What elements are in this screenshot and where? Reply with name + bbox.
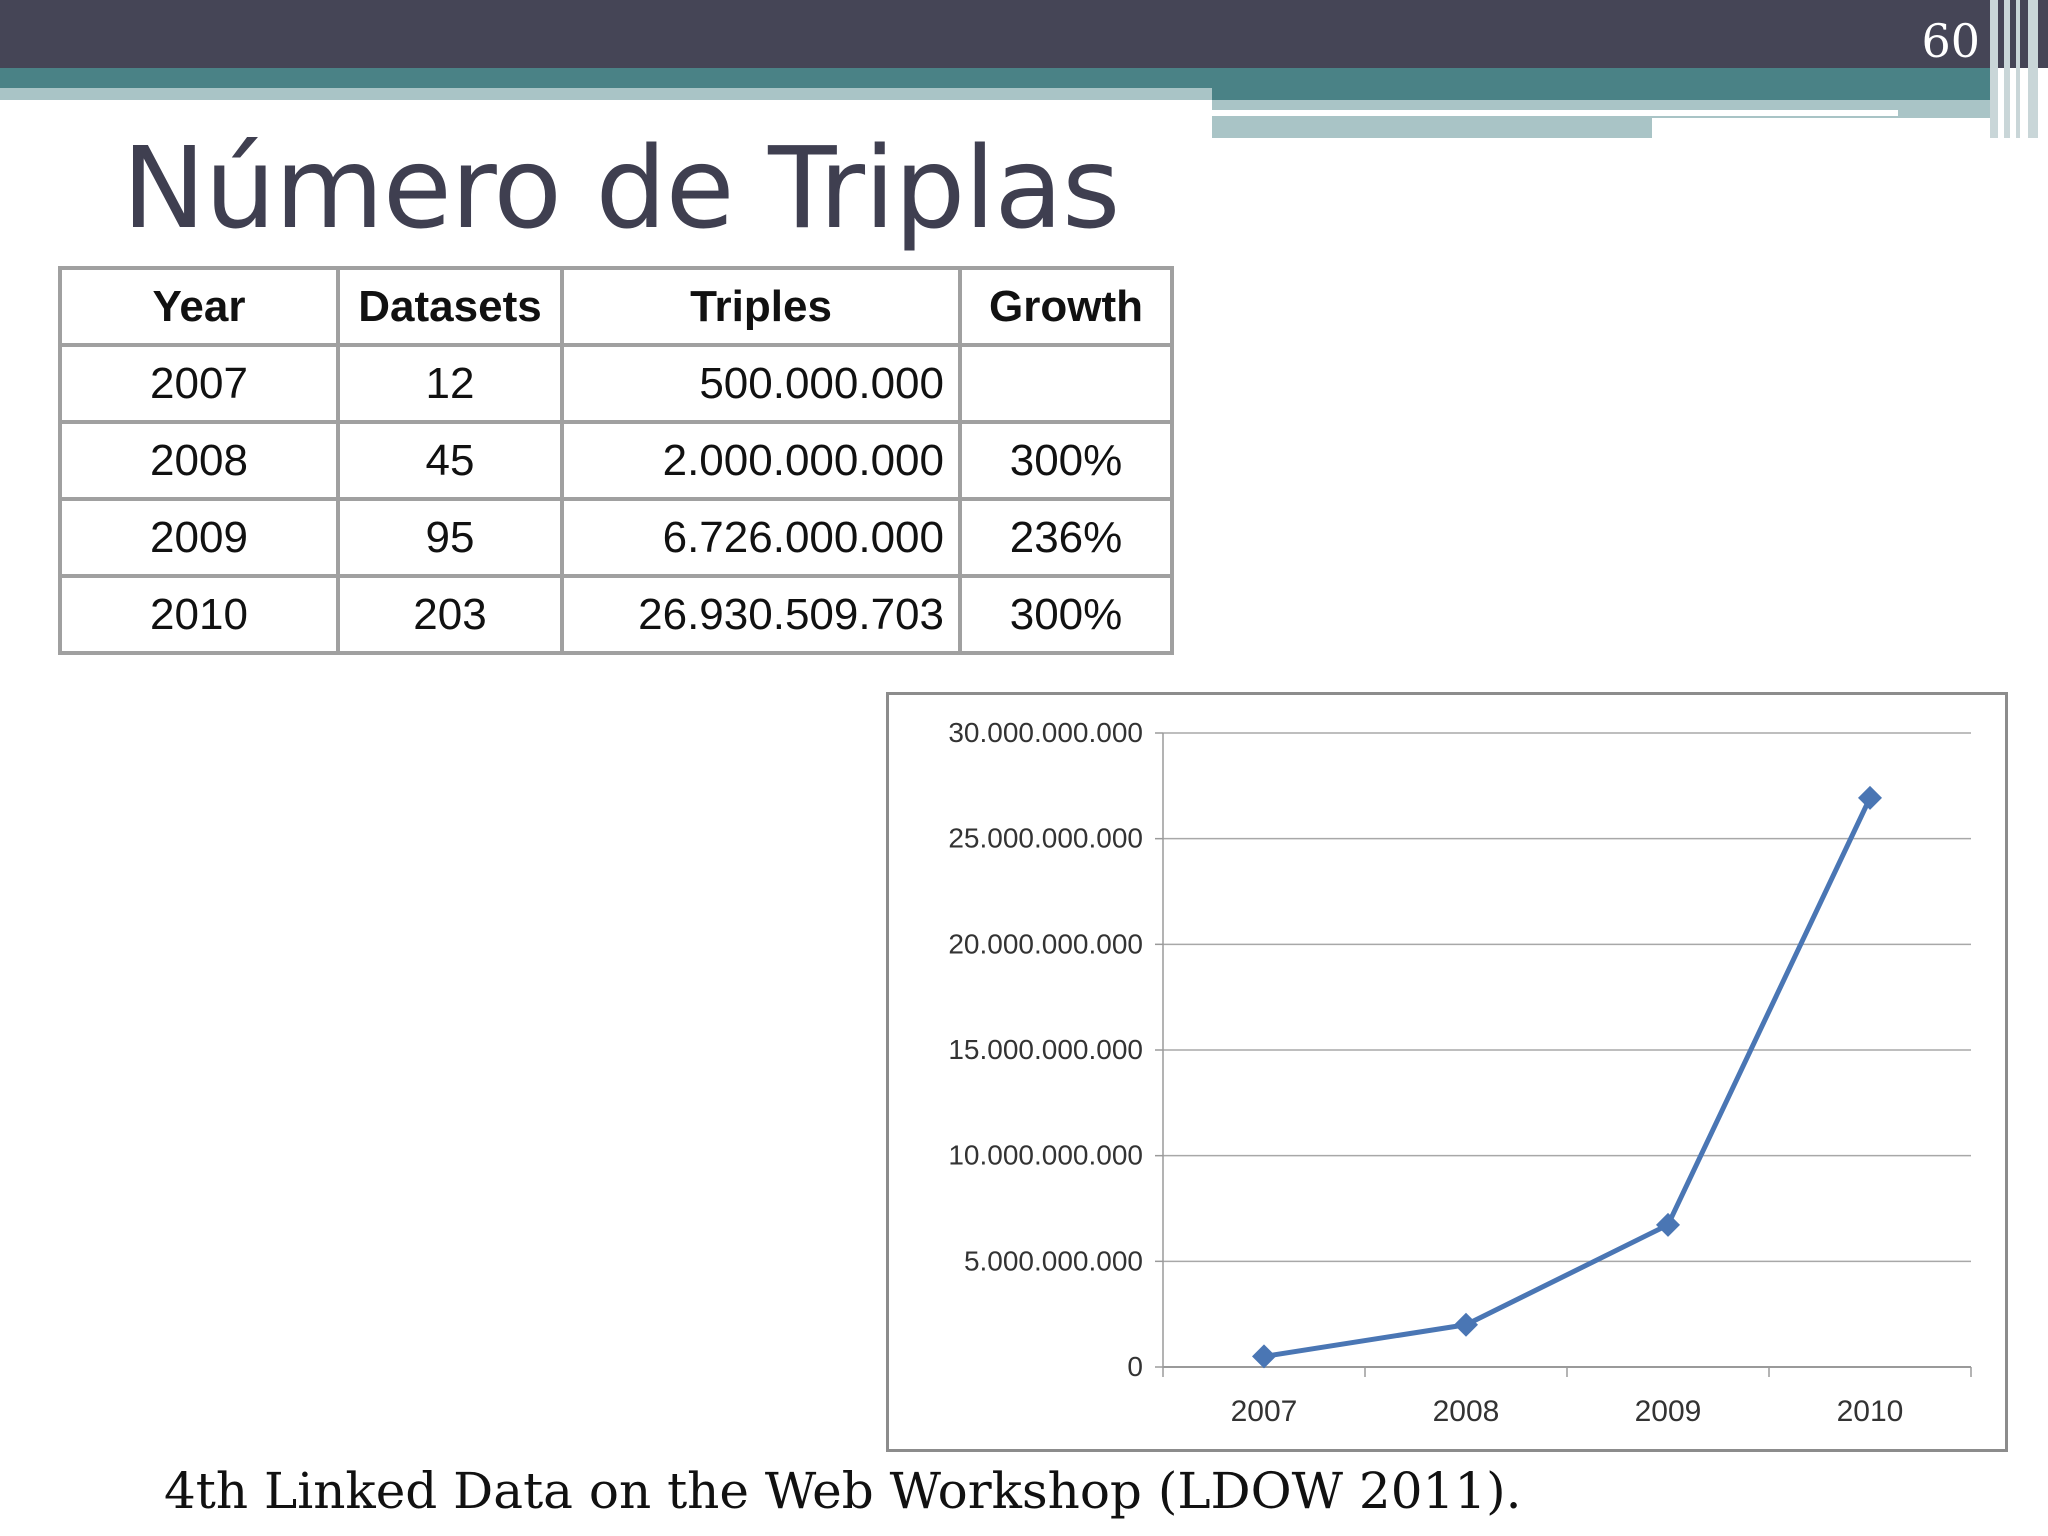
cell-triples: 26.930.509.703 <box>560 574 962 655</box>
cell-growth: 236% <box>958 497 1174 578</box>
header-stripe-light <box>0 88 1212 100</box>
x-tick-label: 2010 <box>1837 1395 1904 1428</box>
column-header-triples: Triples <box>560 266 962 347</box>
triples-table: Year Datasets Triples Growth 2007 12 500… <box>58 266 1174 655</box>
y-tick-label: 15.000.000.000 <box>948 1034 1143 1065</box>
y-tick-label: 5.000.000.000 <box>964 1245 1143 1276</box>
header-vertical-bar <box>1990 0 1998 138</box>
header-bar <box>0 0 2048 68</box>
cell-datasets: 203 <box>336 574 564 655</box>
cell-year: 2009 <box>58 497 340 578</box>
y-tick-label: 25.000.000.000 <box>948 823 1143 854</box>
x-tick-label: 2007 <box>1231 1395 1298 1428</box>
column-header-datasets: Datasets <box>336 266 564 347</box>
header-stripe <box>0 68 1212 88</box>
header-vertical-bar <box>2016 0 2020 138</box>
header-vertical-bar <box>2028 0 2038 138</box>
y-tick-label: 20.000.000.000 <box>948 928 1143 959</box>
cell-datasets: 45 <box>336 420 564 501</box>
data-point-marker <box>1656 1212 1680 1237</box>
cell-year: 2010 <box>58 574 340 655</box>
x-tick-label: 2009 <box>1635 1395 1702 1428</box>
cell-growth: 300% <box>958 574 1174 655</box>
data-point-marker <box>1858 785 1882 810</box>
header-white-line <box>1212 110 1898 116</box>
cell-triples: 6.726.000.000 <box>560 497 962 578</box>
slide-number: 60 <box>1921 14 1980 68</box>
source-caption: 4th Linked Data on the Web Workshop (LDO… <box>164 1462 1522 1520</box>
column-header-year: Year <box>58 266 340 347</box>
y-tick-label: 30.000.000.000 <box>948 717 1143 748</box>
cell-datasets: 12 <box>336 343 564 424</box>
header-vertical-bar <box>2004 0 2010 138</box>
table-row: 2009 95 6.726.000.000 236% <box>58 497 1174 578</box>
triples-line-chart: 0 5.000.000.000 10.000.000.000 15.000.000.0… <box>886 692 2008 1452</box>
x-tick-label: 2008 <box>1433 1395 1500 1428</box>
table-row: 2010 203 26.930.509.703 300% <box>58 574 1174 655</box>
header-stripe-right <box>1212 68 1992 100</box>
header-stripe-short <box>1212 118 1652 138</box>
cell-datasets: 95 <box>336 497 564 578</box>
cell-growth: 300% <box>958 420 1174 501</box>
data-point-marker <box>1454 1312 1478 1337</box>
data-point-marker <box>1252 1344 1276 1369</box>
chart-plot: 0 5.000.000.000 10.000.000.000 15.000.000.0… <box>948 717 1972 1428</box>
y-tick-label: 0 <box>1127 1351 1143 1382</box>
slide-title: Número de Triplas <box>122 124 1120 254</box>
y-tick-label: 10.000.000.000 <box>948 1140 1143 1171</box>
table-header-row: Year Datasets Triples Growth <box>58 266 1174 347</box>
table-row: 2007 12 500.000.000 <box>58 343 1174 424</box>
series-line <box>1263 796 1873 1359</box>
cell-triples: 500.000.000 <box>560 343 962 424</box>
table-row: 2008 45 2.000.000.000 300% <box>58 420 1174 501</box>
cell-growth <box>958 343 1174 424</box>
cell-year: 2008 <box>58 420 340 501</box>
cell-triples: 2.000.000.000 <box>560 420 962 501</box>
column-header-growth: Growth <box>958 266 1174 347</box>
cell-year: 2007 <box>58 343 340 424</box>
